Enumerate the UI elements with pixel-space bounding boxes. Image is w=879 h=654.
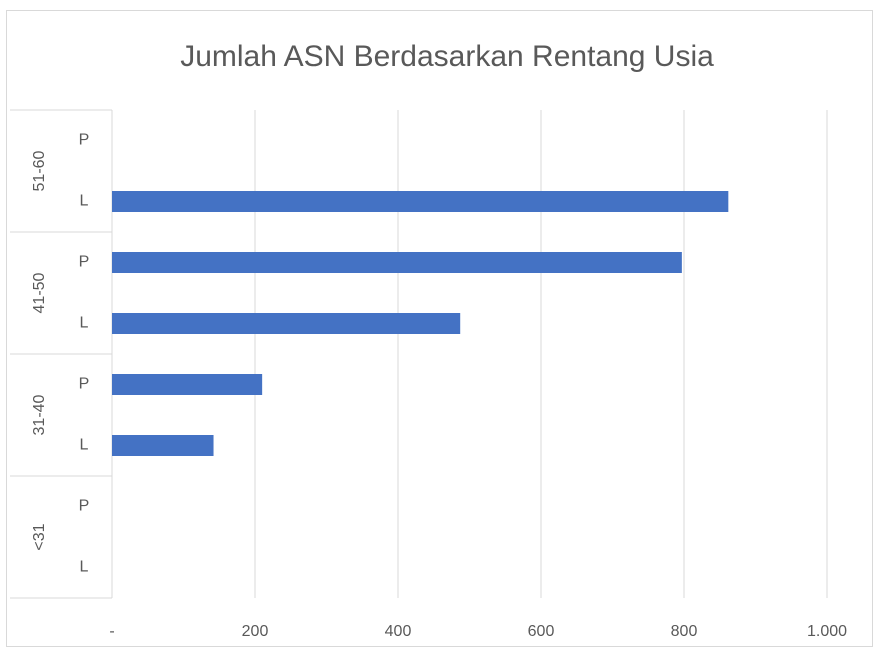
bar [112,313,461,334]
y-tick-label: P [79,254,90,271]
bar [112,191,729,212]
bar [112,435,214,456]
y-tick-label: L [80,437,89,454]
x-tick-label: 1.000 [807,623,847,640]
group-label: 41-50 [31,272,48,313]
y-tick-label: L [80,193,89,210]
group-label: 31-40 [31,394,48,435]
y-tick-label: L [80,559,89,576]
y-tick-label: P [79,376,90,393]
x-tick-label: 400 [385,623,412,640]
y-tick-label: P [79,498,90,515]
x-tick-label: 800 [671,623,698,640]
y-tick-label: P [79,132,90,149]
x-tick-label: - [109,623,114,640]
x-tick-label: 200 [242,623,269,640]
x-tick-label: 600 [528,623,555,640]
group-label: <31 [31,523,48,550]
group-label: 51-60 [31,150,48,191]
bar [112,252,682,273]
y-tick-label: L [80,315,89,332]
chart-title: Jumlah ASN Berdasarkan Rentang Usia [180,40,714,73]
bar [112,374,263,395]
